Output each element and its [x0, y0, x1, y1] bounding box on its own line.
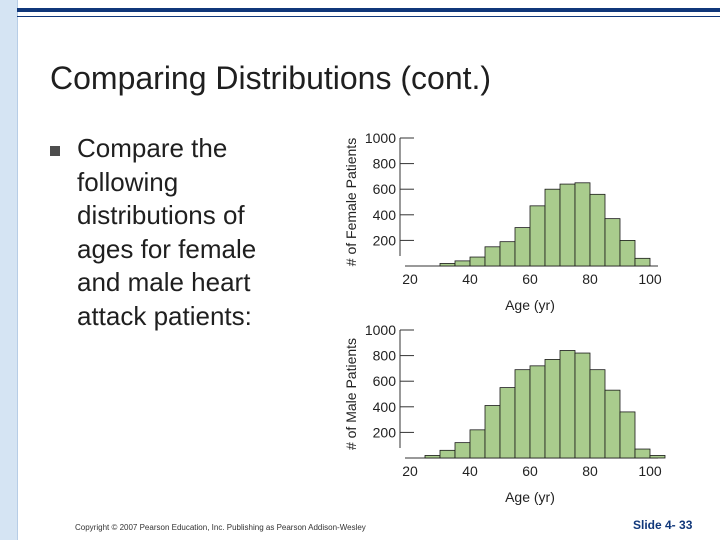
female-bar	[529, 205, 546, 267]
female-y-tick-label: 600	[373, 181, 397, 197]
male-x-tick-label: 20	[402, 463, 418, 479]
male-x-tick-label: 80	[582, 463, 598, 479]
female-x-tick-label: 60	[522, 271, 538, 287]
male-y-tick-label: 1000	[365, 322, 396, 338]
male-bar	[604, 389, 621, 459]
female-bar	[439, 263, 456, 267]
female-age-histogram: 200 400 600 800 1000 20 40 60 80 100 # of Female P…	[343, 130, 662, 313]
male-bar	[454, 442, 471, 459]
female-y-tick-label: 200	[373, 232, 397, 248]
female-x-tick-label: 100	[638, 271, 662, 287]
female-x-axis-label: Age (yr)	[505, 297, 555, 313]
male-bar	[469, 429, 486, 459]
male-age-histogram: 200 400 600 800 1000 20 40 60 80 100 # of Male Pat…	[343, 322, 666, 505]
female-bar	[499, 241, 516, 267]
female-x-tick-label: 20	[402, 271, 418, 287]
female-bar	[469, 256, 486, 267]
female-bar	[559, 183, 576, 267]
male-bar	[439, 449, 456, 459]
female-bar	[604, 218, 621, 267]
male-bar	[424, 455, 441, 459]
male-bar	[589, 369, 606, 459]
male-bar	[649, 455, 666, 459]
female-bar	[514, 227, 531, 267]
female-bar	[454, 260, 471, 267]
male-y-tick-label: 800	[373, 348, 397, 364]
male-bar	[514, 369, 531, 459]
male-y-tick-label: 600	[373, 373, 397, 389]
male-y-axis-label: # of Male Patients	[343, 338, 359, 450]
female-bar	[589, 193, 606, 267]
male-bar	[529, 365, 546, 459]
male-y-tick-label: 200	[373, 424, 397, 440]
male-x-tick-label: 40	[462, 463, 478, 479]
female-bar	[484, 246, 501, 267]
female-x-tick-label: 80	[582, 271, 598, 287]
title-rule	[17, 8, 720, 12]
male-x-axis-label: Age (yr)	[505, 489, 555, 505]
male-bar	[619, 411, 636, 459]
male-bar	[634, 448, 651, 459]
title-rule-thin	[17, 16, 720, 17]
female-y-tick-label: 400	[373, 207, 397, 223]
male-bar	[484, 405, 501, 459]
female-bar	[634, 257, 651, 267]
female-y-tick-label: 1000	[365, 130, 396, 146]
slide-number: Slide 4- 33	[633, 518, 693, 532]
female-bar	[574, 182, 591, 267]
copyright-text: Copyright © 2007 Pearson Education, Inc.…	[75, 523, 366, 532]
male-bar	[574, 352, 591, 459]
slide-title: Comparing Distributions (cont.)	[50, 60, 492, 96]
female-y-tick-label: 800	[373, 156, 397, 172]
male-x-tick-label: 100	[638, 463, 662, 479]
left-accent-bar	[0, 0, 18, 540]
bullet-square-icon	[50, 146, 60, 156]
male-bar	[559, 350, 576, 459]
male-x-tick-label: 60	[522, 463, 538, 479]
female-bar	[619, 240, 636, 267]
bullet-text: Compare the following distributions of a…	[77, 133, 257, 331]
female-x-tick-label: 40	[462, 271, 478, 287]
male-bar	[544, 359, 561, 459]
female-y-axis-label: # of Female Patients	[343, 138, 359, 266]
male-y-tick-label: 400	[373, 399, 397, 415]
female-bar	[544, 188, 561, 267]
male-bar	[499, 387, 516, 459]
